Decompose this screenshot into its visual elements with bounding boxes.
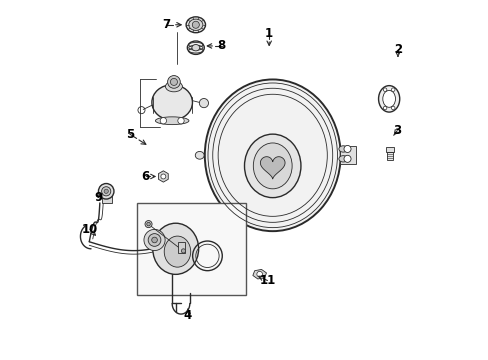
Circle shape xyxy=(383,88,386,91)
Text: 5: 5 xyxy=(125,128,134,141)
Ellipse shape xyxy=(192,45,199,51)
Text: 6: 6 xyxy=(142,170,149,183)
Ellipse shape xyxy=(378,86,399,112)
Circle shape xyxy=(145,221,152,228)
Circle shape xyxy=(343,145,350,153)
Circle shape xyxy=(199,99,208,108)
Circle shape xyxy=(170,78,177,85)
Polygon shape xyxy=(158,171,168,182)
Ellipse shape xyxy=(338,156,347,162)
Ellipse shape xyxy=(382,90,395,107)
Ellipse shape xyxy=(187,41,204,54)
Circle shape xyxy=(102,187,111,196)
Circle shape xyxy=(343,155,350,162)
Circle shape xyxy=(160,118,166,124)
Circle shape xyxy=(104,189,108,193)
Ellipse shape xyxy=(253,143,291,189)
Ellipse shape xyxy=(164,236,190,267)
Circle shape xyxy=(98,184,114,199)
Circle shape xyxy=(390,88,394,91)
Circle shape xyxy=(146,222,150,226)
Text: 3: 3 xyxy=(392,124,401,137)
Circle shape xyxy=(151,237,157,243)
Bar xyxy=(102,195,112,203)
Polygon shape xyxy=(260,157,285,179)
Text: 1: 1 xyxy=(264,27,273,40)
Circle shape xyxy=(178,118,184,124)
Text: 9: 9 xyxy=(94,191,102,204)
Text: 11: 11 xyxy=(259,274,275,287)
Ellipse shape xyxy=(244,134,300,198)
Ellipse shape xyxy=(195,152,203,159)
Bar xyxy=(178,242,184,253)
Polygon shape xyxy=(252,269,266,279)
Circle shape xyxy=(192,21,199,28)
Ellipse shape xyxy=(186,17,205,33)
Ellipse shape xyxy=(165,81,182,92)
Ellipse shape xyxy=(204,80,340,231)
Circle shape xyxy=(256,271,262,277)
Circle shape xyxy=(383,106,386,110)
Circle shape xyxy=(181,249,185,253)
Circle shape xyxy=(390,106,394,110)
Ellipse shape xyxy=(338,146,347,152)
Text: 8: 8 xyxy=(217,40,225,53)
Circle shape xyxy=(161,174,165,179)
Ellipse shape xyxy=(155,117,188,125)
Ellipse shape xyxy=(188,19,203,30)
Bar xyxy=(385,147,393,153)
Bar xyxy=(340,147,356,164)
Ellipse shape xyxy=(152,223,198,274)
Ellipse shape xyxy=(152,85,192,120)
Bar xyxy=(137,203,246,294)
Circle shape xyxy=(148,234,161,246)
Text: 2: 2 xyxy=(393,43,401,56)
Text: 4: 4 xyxy=(183,309,192,322)
Bar xyxy=(386,152,392,159)
Text: 7: 7 xyxy=(162,18,170,31)
Text: 10: 10 xyxy=(81,223,98,236)
Circle shape xyxy=(167,76,180,88)
Circle shape xyxy=(143,229,165,251)
